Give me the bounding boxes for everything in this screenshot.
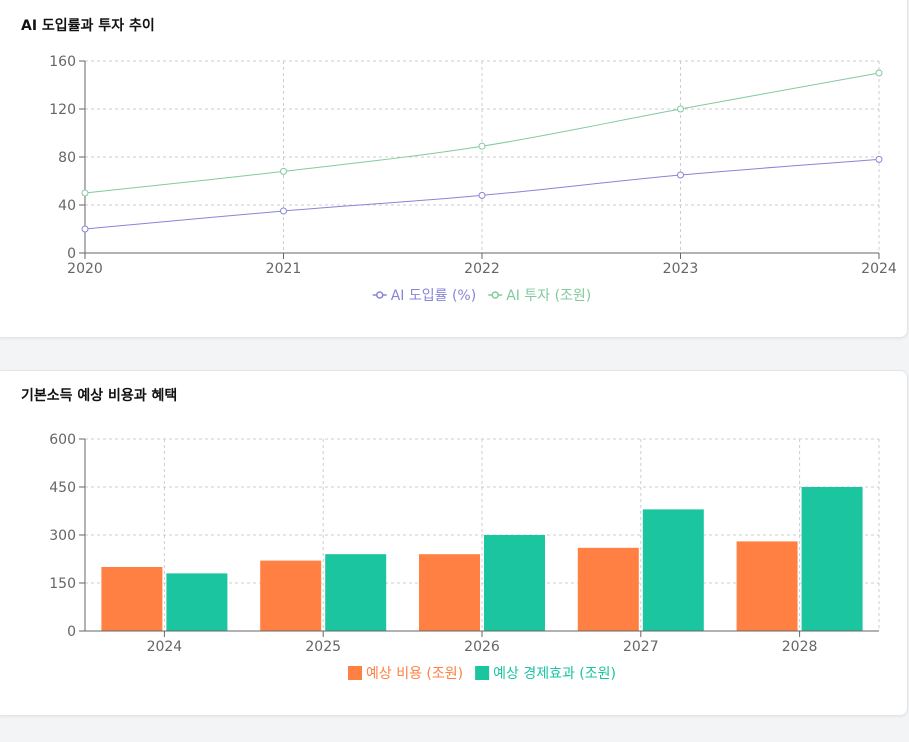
x-tick-label: 2028 (782, 639, 818, 655)
y-tick-label: 120 (49, 102, 76, 118)
legend-marker-icon (491, 291, 499, 299)
bar-series-2 (801, 487, 863, 631)
x-tick-label: 2026 (464, 639, 500, 655)
data-point (677, 105, 684, 113)
legend-label: 예상 경제효과 (조원) (493, 666, 616, 682)
legend-item: 예상 비용 (조원) (348, 666, 463, 682)
x-tick-label: 2020 (67, 261, 103, 277)
legend-item: AI 도입률 (%) (372, 288, 476, 304)
data-point (81, 225, 89, 233)
y-tick-label: 600 (49, 432, 76, 448)
x-tick-label: 2025 (305, 639, 341, 655)
bar-series-2 (484, 535, 545, 631)
bar-series-1 (260, 560, 322, 631)
legend-label: AI 도입률 (%) (391, 288, 476, 304)
data-point (875, 69, 883, 77)
data-point (280, 207, 287, 215)
data-point (875, 155, 883, 163)
legend-item: 예상 경제효과 (조원) (475, 666, 616, 682)
data-point (478, 142, 486, 150)
legend-swatch-icon (475, 666, 490, 680)
bar-series-1 (419, 554, 480, 631)
legend-swatch-icon (348, 666, 363, 680)
chart-title: 기본소득 예상 비용과 혜택 (21, 388, 178, 404)
bar-series-1 (577, 547, 639, 631)
legend-label: 예상 비용 (조원) (366, 666, 463, 682)
y-tick-label: 150 (49, 576, 76, 592)
legend: 예상 비용 (조원) 예상 경제효과 (조원) (348, 666, 616, 682)
bar-series-2 (642, 509, 704, 631)
x-tick-label: 2021 (266, 261, 302, 277)
x-tick-label: 2027 (623, 639, 659, 655)
chart-title: AI 도입률과 투자 추이 (21, 18, 155, 34)
x-tick-label: 2024 (147, 639, 183, 655)
data-point (280, 167, 287, 175)
y-tick-label: 0 (67, 624, 76, 640)
x-tick-label: 2022 (464, 261, 500, 277)
bar-series-1 (101, 567, 163, 631)
data-point (677, 171, 684, 179)
x-tick-label: 2023 (663, 261, 699, 277)
y-tick-label: 0 (67, 246, 76, 262)
bar-series-2 (166, 573, 228, 631)
y-tick-label: 160 (49, 54, 76, 70)
grid (85, 438, 880, 631)
data-point (478, 191, 486, 199)
data-point (81, 189, 89, 197)
legend: AI 도입률 (%) AI 투자 (조원) (372, 288, 591, 304)
y-tick-label: 300 (49, 528, 76, 544)
x-tick-label: 2024 (861, 261, 897, 277)
legend-label: AI 투자 (조원) (506, 288, 591, 304)
y-tick-label: 80 (58, 150, 76, 166)
y-tick-label: 450 (49, 480, 76, 496)
bar-series-1 (736, 541, 798, 631)
bar-series-2 (325, 554, 387, 631)
legend-item: AI 투자 (조원) (488, 288, 591, 304)
legend-marker-icon (375, 291, 384, 299)
y-tick-label: 40 (58, 198, 76, 214)
